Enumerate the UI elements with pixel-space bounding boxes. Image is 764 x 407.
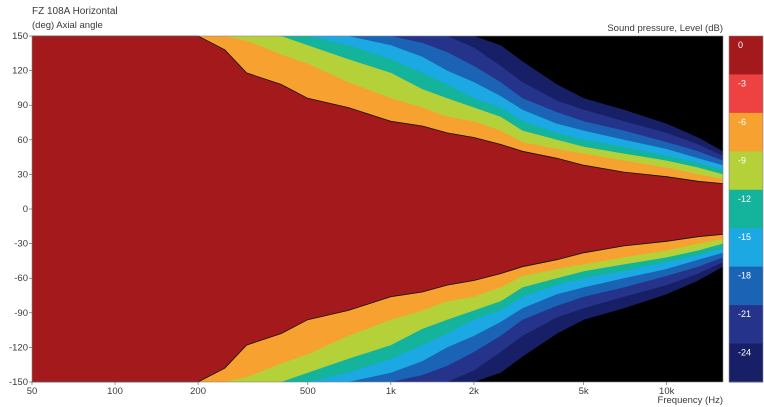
colorbar-level-label: -12	[738, 194, 751, 204]
chart-title: FZ 108A Horizontal	[32, 6, 118, 17]
y-tick-label: -150	[9, 377, 28, 388]
x-tick-label: 500	[300, 386, 316, 397]
colorbar-swatch	[729, 266, 763, 306]
colorbar-swatch	[729, 112, 763, 152]
colorbar-swatch	[729, 189, 763, 229]
colorbar-swatch	[729, 74, 763, 114]
y-tick-label: 0	[23, 204, 28, 215]
y-axis-label: (deg) Axial angle	[32, 20, 103, 31]
colorbar-level-label: -3	[738, 78, 746, 88]
plot-area	[31, 35, 724, 383]
contour-band	[32, 36, 723, 382]
colorbar-swatch	[729, 151, 763, 191]
y-tick-label: -30	[14, 239, 28, 250]
colorbar-swatch	[729, 36, 763, 75]
colorbar-level-label: -18	[738, 271, 751, 281]
colorbar-frame	[728, 35, 764, 383]
y-tick-label: -60	[14, 273, 28, 284]
y-tick-label: 150	[12, 31, 28, 42]
colorbar-level-label: -15	[738, 232, 751, 242]
colorbar-level-label: -21	[738, 309, 751, 319]
y-tick-label: 60	[17, 135, 28, 146]
x-tick-label: 50	[27, 386, 38, 397]
colorbar-level-label: -9	[738, 155, 746, 165]
colorbar-level-label: 0	[738, 40, 743, 50]
x-tick-label: 200	[190, 386, 206, 397]
colorbar-swatch	[729, 305, 763, 345]
colorbar-swatch	[729, 343, 763, 383]
x-tick-label: 2k	[469, 386, 479, 397]
y-tick-label: 120	[12, 66, 28, 77]
x-tick-label: 10k	[659, 386, 675, 397]
x-axis-label: Frequency (Hz)	[658, 395, 723, 406]
y-tick-label: -90	[14, 308, 28, 319]
contour-line	[32, 234, 724, 383]
x-tick-label: 5k	[579, 386, 589, 397]
x-tick-label: 1k	[386, 386, 396, 397]
contour-line	[32, 35, 724, 184]
colorbar-level-label: -24	[738, 348, 751, 358]
y-tick-label: -120	[9, 342, 28, 353]
y-tick-label: 30	[17, 169, 28, 180]
colorbar-label: Sound pressure, Level (dB)	[607, 23, 723, 34]
y-tick-label: 90	[17, 100, 28, 111]
colorbar-swatch	[729, 228, 763, 268]
colorbar-level-label: -6	[738, 117, 746, 127]
x-tick-label: 100	[107, 386, 123, 397]
